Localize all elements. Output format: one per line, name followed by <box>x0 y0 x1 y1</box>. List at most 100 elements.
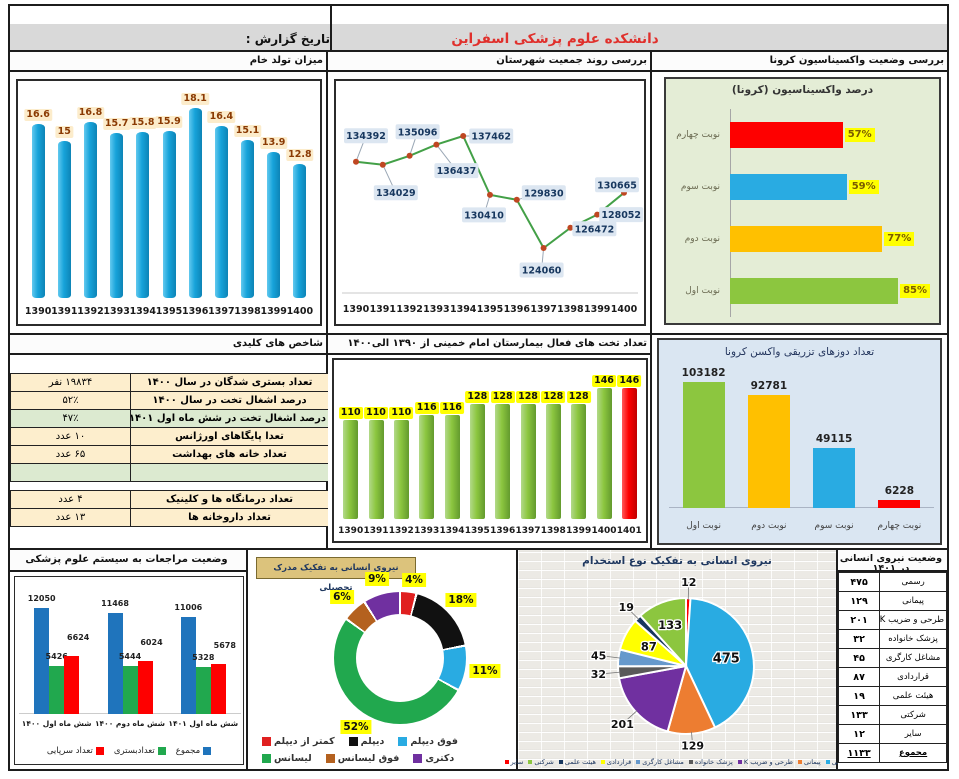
x-tick-label: 1396 <box>181 306 209 317</box>
hr-row-label: رسمی <box>879 572 947 592</box>
x-tick-label: 1398 <box>540 526 566 536</box>
bar <box>214 125 228 298</box>
legend-item: هیئت علمی <box>558 758 596 766</box>
legend-swatch <box>737 760 742 764</box>
pie-svg-wrap: 12 475 129 201 32 45 87 19 133 <box>518 550 838 769</box>
bar-value-label: 12.8 <box>286 148 314 161</box>
svg-text:129830: 129830 <box>524 188 564 199</box>
x-tick-label: 1400 <box>591 526 617 536</box>
hr-row-value: ۱۹ <box>837 686 881 706</box>
slice-percent-label: 11% <box>469 664 501 678</box>
legend-label: مجموع <box>175 746 201 756</box>
bar-value-label: 6228 <box>884 485 915 498</box>
hr-row-label: شرکتی <box>879 705 947 725</box>
bar-value-label: 5426 <box>45 652 68 662</box>
legend-item: شرکتی <box>528 758 554 766</box>
table-row: پیمانی ۱۲۹ <box>837 591 947 611</box>
x-tick-label: 1397 <box>515 526 541 536</box>
data-point <box>594 211 601 218</box>
legend-swatch <box>95 747 104 755</box>
bar-value-label: 92781 <box>750 379 788 392</box>
legend-label: پزشک خانواده <box>694 758 733 766</box>
panel-active-beds: تعداد تخت های فعال بیمارستان امام خمینی … <box>328 335 652 550</box>
panel-header-key-indicators: شاخص های کلیدی <box>10 335 326 355</box>
hr-row-label: مشاغل کارگری <box>879 648 947 668</box>
label-leader-line <box>598 655 621 659</box>
bar-value-label: 146 <box>592 375 616 387</box>
indicator-label: تعداد خانه های بهداشت <box>130 445 329 464</box>
slice-value-label: 475 <box>713 651 740 666</box>
x-tick-label: شش ماه دوم ۱۴۰۰ <box>94 719 166 728</box>
slice-percent-label: 9% <box>365 572 389 586</box>
legend-item: طرحی و ضریب K <box>737 758 793 766</box>
bar-value-label: 128 <box>566 391 591 404</box>
table-row: مشاغل کارگری ۴۵ <box>837 648 947 668</box>
x-tick-label: 1394 <box>450 304 477 315</box>
data-point <box>460 133 467 139</box>
bar <box>419 414 435 519</box>
x-tick-label: نوبت چهارم <box>877 521 922 531</box>
bar-value-label: 128 <box>490 391 515 404</box>
category-label: نوبت دوم <box>684 234 720 244</box>
bar <box>444 414 460 519</box>
indicator-label: تعداد داروخانه ها <box>130 508 329 527</box>
indicator-value: ۵۲٪ <box>10 391 131 410</box>
hr-row-value: ۲۰۱ <box>837 610 881 630</box>
svg-text:134029: 134029 <box>376 188 416 199</box>
indicator-value: ۴ عدد <box>10 490 131 509</box>
point-label: 128052 <box>599 207 644 223</box>
bar-value-label: 15.8 <box>129 117 157 130</box>
bar-value-label: 103182 <box>681 367 726 379</box>
x-tick-label: 1399 <box>260 306 287 317</box>
hr-row-value: ۴۵ <box>837 648 881 668</box>
bar-value-label: 128 <box>516 391 540 404</box>
bar-value-label: 59% <box>848 180 879 194</box>
vaccine-doses-chart: تعداد دوزهای تزریقی واکسن کرونا 103182 نوب… <box>652 335 947 550</box>
hr-row-value: ۱۱۳۳ <box>837 743 881 763</box>
panel-employment-mix: نیروی انسانی به تفکیک نوع استخدام 12 475 12… <box>504 550 849 769</box>
x-tick-label: 1393 <box>423 304 449 315</box>
donut-legend-row: لیسانس فوق لیسانس دکتری <box>262 753 504 764</box>
indicator-value: ۴۷٪ <box>10 409 131 428</box>
panel-header-vaccination: بررسی وضعیت واکسیناسیون کرونا <box>652 52 947 72</box>
indicator-value: ۱۳ عدد <box>10 508 131 527</box>
bar-value-label: 49115 <box>815 433 853 445</box>
births-chart: 16.6 1390 15 1391 16.8 1392 15.7 1393 15.8 1394 15… <box>10 72 326 333</box>
bar <box>682 382 725 508</box>
vaccination-plot-area: درصد واکسیناسیون (کرونا) نوبت چهارم 57% نوب… <box>664 77 941 325</box>
x-tick-label: 1395 <box>464 526 490 536</box>
x-tick-label: 1394 <box>129 306 157 317</box>
data-point <box>487 191 493 198</box>
x-tick-label: نوبت اول <box>686 521 721 531</box>
label-leader-line <box>598 671 621 675</box>
indicator-value: ۶۵ عدد <box>10 445 131 464</box>
employment-pie-svg: 12 475 129 201 32 45 87 19 133 <box>589 575 755 754</box>
data-point <box>567 224 574 231</box>
bar-value-label: 77% <box>884 232 915 246</box>
svg-text:136437: 136437 <box>437 166 477 177</box>
indicator-value <box>10 463 131 482</box>
x-tick-label: 1392 <box>388 526 414 536</box>
vaccination-chart-title: درصد واکسیناسیون (کرونا) <box>731 84 874 96</box>
bar <box>49 666 65 714</box>
bar <box>545 404 561 519</box>
legend-label: لیسانس <box>274 753 312 764</box>
legend-item: سایر <box>504 758 523 766</box>
bar-value-label: 128 <box>541 391 566 404</box>
doses-chart-title: تعداد دوزهای تزریقی واکسن کرونا <box>724 346 875 358</box>
indicator-label <box>130 463 329 482</box>
x-tick-label: 1393 <box>103 306 130 317</box>
pie-slice <box>638 596 687 669</box>
table-row: تعدا پایگاهای اورژانس ۱۰ عدد <box>10 427 329 446</box>
x-tick-label: 1398 <box>234 306 261 317</box>
bar-value-label: 116 <box>440 401 464 414</box>
legend-item: قراردادی <box>600 758 631 766</box>
legend-item: تعداد سرپایی <box>47 746 104 756</box>
x-tick-label: 1401 <box>616 526 642 536</box>
bar <box>137 661 153 714</box>
svg-text:130410: 130410 <box>464 210 504 221</box>
legend-swatch <box>413 754 423 763</box>
population-plot-area: 134392 134029 135096 136437 137462 130410 1298… <box>334 79 646 326</box>
bar-value-label: 6024 <box>140 638 163 647</box>
category-label: نوبت چهارم <box>676 130 720 140</box>
